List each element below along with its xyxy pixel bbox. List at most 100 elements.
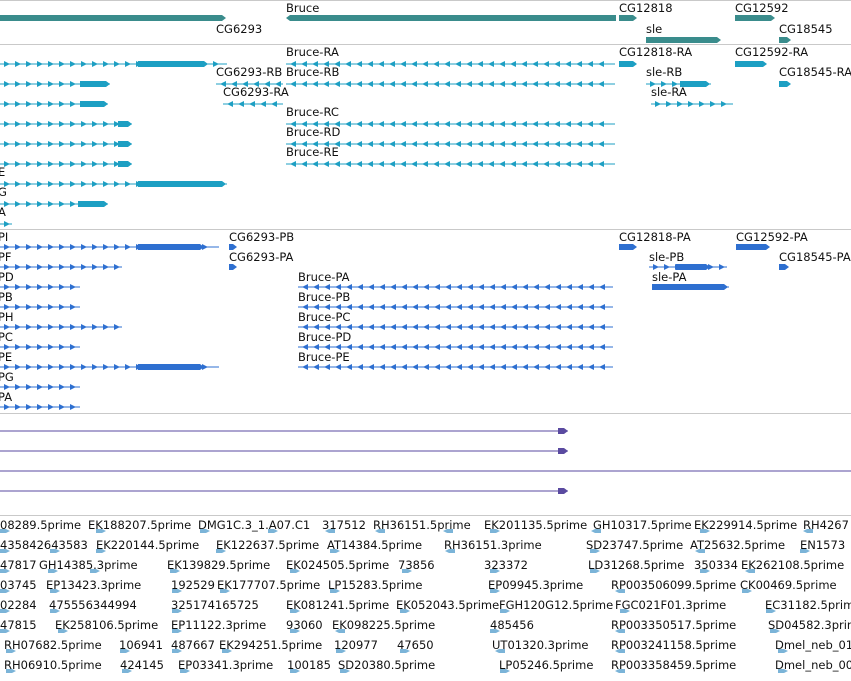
exon-arrow[interactable]	[26, 121, 32, 127]
exon-arrow[interactable]	[59, 344, 65, 350]
exon-arrow[interactable]	[466, 161, 472, 167]
exon-arrow[interactable]	[48, 201, 54, 207]
exon-arrow[interactable]	[499, 81, 505, 87]
exon-arrow[interactable]	[4, 61, 10, 67]
feature-glyph[interactable]	[490, 589, 500, 593]
exon-arrow[interactable]	[489, 284, 495, 290]
exon-arrow[interactable]	[599, 304, 605, 310]
exon-arrow[interactable]	[587, 161, 593, 167]
exon-arrow[interactable]	[666, 101, 672, 107]
exon-arrow[interactable]	[345, 81, 351, 87]
exon-arrow[interactable]	[412, 364, 418, 370]
exon-arrow[interactable]	[15, 161, 21, 167]
exon-arrow[interactable]	[37, 324, 43, 330]
exon-arrow[interactable]	[599, 284, 605, 290]
exon-arrow[interactable]	[357, 344, 363, 350]
exon-arrow[interactable]	[433, 81, 439, 87]
exon-arrow[interactable]	[26, 304, 32, 310]
exon-arrow[interactable]	[598, 161, 604, 167]
exon-arrow[interactable]	[301, 61, 307, 67]
exon-arrow[interactable]	[655, 101, 661, 107]
exon-arrow[interactable]	[4, 344, 10, 350]
exon-arrow[interactable]	[401, 364, 407, 370]
exon-arrow[interactable]	[15, 201, 21, 207]
exon-arrow[interactable]	[555, 364, 561, 370]
exon-arrow[interactable]	[4, 81, 10, 87]
feature-glyph[interactable]	[445, 549, 455, 553]
exon-arrow[interactable]	[456, 284, 462, 290]
protein-label[interactable]: Bruce-PE	[298, 350, 350, 364]
exon-arrow[interactable]	[566, 324, 572, 330]
exon-arrow[interactable]	[379, 324, 385, 330]
est-label[interactable]: 73856	[398, 558, 435, 572]
exon-arrow[interactable]	[26, 81, 32, 87]
exon-arrow[interactable]	[324, 364, 330, 370]
exon-arrow[interactable]	[70, 61, 76, 67]
est-label[interactable]: RH36151.3prime	[444, 538, 542, 552]
exon-arrow[interactable]	[423, 284, 429, 290]
exon-arrow[interactable]	[4, 121, 10, 127]
feature-glyph[interactable]	[290, 669, 300, 673]
exon-arrow[interactable]	[70, 264, 76, 270]
exon-arrow[interactable]	[467, 324, 473, 330]
est-label[interactable]: 350334	[694, 558, 738, 572]
exon-arrow[interactable]	[661, 81, 667, 87]
exon-arrow[interactable]	[313, 344, 319, 350]
feature-glyph[interactable]	[325, 529, 335, 533]
exon-arrow[interactable]	[390, 344, 396, 350]
exon-arrow[interactable]	[59, 244, 65, 250]
exon-arrow[interactable]	[367, 141, 373, 147]
exon-arrow[interactable]	[356, 141, 362, 147]
exon-arrow[interactable]	[92, 324, 98, 330]
exon-arrow[interactable]	[543, 141, 549, 147]
exon-arrow[interactable]	[202, 364, 208, 370]
exon-arrow[interactable]	[412, 304, 418, 310]
feature-glyph[interactable]	[591, 529, 601, 533]
est-label[interactable]: AT25632.5prime	[690, 538, 786, 552]
est-label[interactable]: RP003506099.5prime	[611, 578, 737, 592]
exon-arrow[interactable]	[533, 284, 539, 290]
exon-arrow[interactable]	[37, 61, 43, 67]
feature-glyph[interactable]	[615, 629, 625, 633]
exon-arrow[interactable]	[92, 364, 98, 370]
exon-arrow[interactable]	[588, 324, 594, 330]
exon-arrow[interactable]	[672, 81, 678, 87]
exon-arrow[interactable]	[389, 121, 395, 127]
exon-arrow[interactable]	[81, 264, 87, 270]
exon-arrow[interactable]	[15, 244, 21, 250]
exon-arrow[interactable]	[522, 324, 528, 330]
feature-glyph[interactable]	[336, 649, 346, 653]
est-label[interactable]: 106941	[119, 638, 163, 652]
exon-arrow[interactable]	[345, 161, 351, 167]
exon-arrow[interactable]	[103, 324, 109, 330]
exon-arrow[interactable]	[70, 284, 76, 290]
exon-arrow[interactable]	[81, 121, 87, 127]
exon-arrow[interactable]	[576, 121, 582, 127]
exon-arrow[interactable]	[70, 101, 76, 107]
exon-arrow[interactable]	[37, 121, 43, 127]
exon-arrow[interactable]	[4, 221, 10, 227]
exon-arrow[interactable]	[92, 181, 98, 187]
exon-arrow[interactable]	[522, 284, 528, 290]
est-label[interactable]: RH4267	[803, 518, 849, 532]
est-label[interactable]: 47815	[0, 618, 37, 632]
est-label[interactable]: SD23747.5prime	[586, 538, 684, 552]
exon-arrow[interactable]	[445, 304, 451, 310]
exon-arrow[interactable]	[533, 344, 539, 350]
exon-arrow[interactable]	[26, 404, 32, 410]
exon-arrow[interactable]	[412, 344, 418, 350]
exon-arrow[interactable]	[466, 81, 472, 87]
exon-arrow[interactable]	[390, 364, 396, 370]
est-label[interactable]: 47650	[397, 638, 434, 652]
exon-arrow[interactable]	[488, 81, 494, 87]
feature-glyph[interactable]	[700, 569, 710, 573]
exon-arrow[interactable]	[423, 304, 429, 310]
feature-glyph[interactable]	[50, 589, 60, 593]
feature-glyph[interactable]	[0, 629, 10, 633]
exon-arrow[interactable]	[26, 201, 32, 207]
gene-label[interactable]: CG6293	[216, 22, 263, 36]
exon-arrow[interactable]	[37, 344, 43, 350]
exon-arrow[interactable]	[467, 284, 473, 290]
est-label[interactable]: 475556344994	[49, 598, 137, 612]
exon-arrow[interactable]	[114, 364, 120, 370]
